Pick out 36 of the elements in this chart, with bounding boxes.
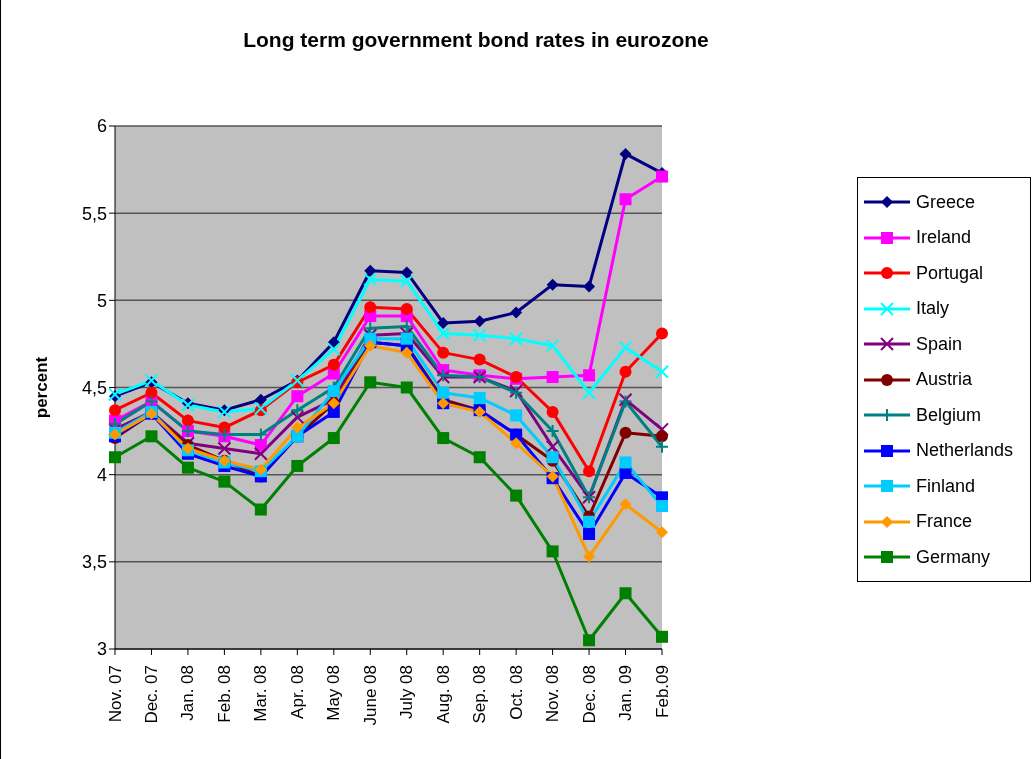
x-tick-label: Oct. 08 [506,665,526,720]
y-tick-label: 3,5 [81,552,107,573]
legend-label: Greece [916,191,976,213]
chart-title: Long term government bond rates in eurozone [242,28,710,52]
x-tick-label: Nov. 07 [105,665,125,723]
legend-label: Finland [916,475,976,497]
legend-label: Austria [916,369,973,390]
legend-label: Ireland [916,227,972,248]
x-tick-label: May 08 [324,665,344,721]
y-tick-label: 3 [96,639,107,660]
legend-label: Spain [916,333,963,355]
x-tick-label: Nov. 08 [543,665,563,723]
x-tick-label: Feb. 08 [214,665,234,723]
x-tick-label: Aug. 08 [433,665,453,724]
legend-label: Italy [916,298,950,319]
y-tick-label: 6 [96,116,107,137]
legend-label: Netherlands [916,440,1014,461]
x-tick-label: Sep. 08 [470,665,490,724]
x-tick-label: Mar. 08 [251,665,271,722]
x-tick-label: Feb.09 [652,665,672,718]
x-tick-label: Jan. 08 [178,665,198,721]
y-tick-label: 5 [96,290,107,311]
y-tick-label: 5,5 [81,203,107,224]
y-tick-label: 4,5 [81,377,107,398]
x-tick-label: Jan. 09 [616,665,636,721]
x-tick-label: Dec. 07 [141,665,161,724]
x-tick-label: Apr. 08 [287,665,307,719]
y-axis-title: percent [32,356,52,419]
x-tick-label: July 08 [397,665,417,719]
y-tick-label: 4 [96,465,107,486]
legend-label: Portugal [916,262,984,284]
legend-label: Germany [916,546,991,568]
x-tick-label: Dec. 08 [579,665,599,724]
legend-label: Belgium [916,404,982,426]
x-tick-label: June 08 [360,665,380,726]
legend-label: France [916,511,973,532]
